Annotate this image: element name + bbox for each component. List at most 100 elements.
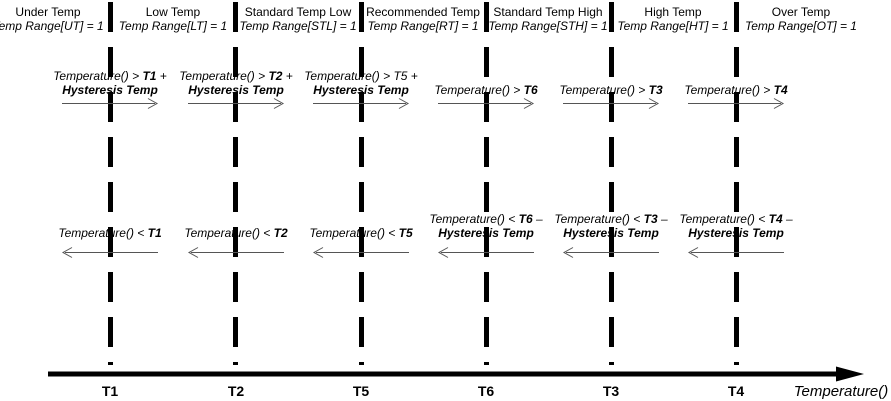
condition-prefix: Temperature() < [554, 212, 644, 226]
condition-text: Temperature() > T1 + [53, 69, 167, 84]
condition-suffix: – [782, 212, 793, 226]
hysteresis-text: Hysteresis Temp [438, 225, 534, 240]
hysteresis-text: Hysteresis Temp [688, 225, 784, 240]
left-arrow-icon [687, 247, 784, 258]
condition-suffix: – [657, 212, 668, 226]
down-transition-label-t4: Temperature() < T4 – Hysteresis Temp [661, 208, 811, 240]
condition-text: Temperature() < T1 [58, 225, 162, 241]
hysteresis-text: Hysteresis Temp [563, 225, 659, 240]
region-header-standard-temp-low: Standard Temp Low Temp Range[STL] = 1 [236, 5, 360, 33]
left-arrow-icon [437, 247, 534, 258]
region-flag: Temp Range[STL] = 1 [239, 19, 357, 33]
condition-prefix: Temperature() < [184, 225, 274, 240]
region-header-under-temp: Under Temp Temp Range[UT] = 1 [0, 5, 110, 33]
condition-text: Temperature() > T2 + [179, 69, 293, 84]
axis-tick-t2: T2 [227, 383, 245, 399]
condition-text: Temperature() < T4 – [679, 212, 793, 227]
threshold-dashed-line-t2 [233, 2, 238, 365]
condition-prefix: Temperature() > [684, 82, 774, 97]
condition-prefix: Temperature() < [679, 212, 769, 226]
region-name: Under Temp [15, 5, 81, 19]
condition-prefix: Temperature() > [53, 69, 143, 83]
region-name: Low Temp [145, 5, 201, 19]
down-transition-label-t3: Temperature() < T3 – Hysteresis Temp [536, 208, 686, 240]
right-arrow-icon [188, 98, 285, 109]
region-name: Standard Temp High [493, 5, 603, 19]
right-arrow-icon [62, 98, 159, 109]
condition-text: Temperature() < T5 [309, 225, 413, 241]
threshold-text: T3 [648, 82, 663, 97]
region-flag: Temp Range[OT] = 1 [745, 19, 857, 33]
condition-prefix: Temperature() > [304, 69, 394, 83]
threshold-text: T1 [147, 225, 162, 240]
condition-prefix: Temperature() > [559, 82, 649, 97]
threshold-text: T3 [643, 212, 658, 226]
threshold-text: T2 [273, 225, 288, 240]
up-transition-label-t4: Temperature() > T4 [661, 66, 811, 97]
left-arrow-icon [562, 247, 659, 258]
condition-suffix: – [532, 212, 543, 226]
up-transition-label-t3: Temperature() > T3 [536, 66, 686, 97]
axis-arrowhead-icon [836, 366, 864, 382]
region-name: Recommended Temp [366, 5, 480, 19]
up-transition-label-t5: Temperature() > T5 + Hysteresis Temp [286, 66, 436, 97]
region-flag: Temp Range[STH] = 1 [488, 19, 608, 33]
condition-text: Temperature() < T3 – [554, 212, 668, 227]
condition-suffix: + [156, 69, 167, 83]
region-header-recommended-temp: Recommended Temp Temp Range[RT] = 1 [361, 5, 485, 33]
down-transition-label-t5: Temperature() < T5 [286, 208, 436, 240]
left-arrow-icon [61, 247, 158, 258]
condition-text: Temperature() > T4 [684, 82, 788, 98]
threshold-dashed-line-t5 [359, 2, 364, 365]
hysteresis-text: Hysteresis Temp [188, 82, 284, 97]
up-transition-label-t1: Temperature() > T1 + Hysteresis Temp [35, 66, 185, 97]
region-flag: Temp Range[HT] = 1 [617, 19, 729, 33]
axis-label: Temperature() [793, 383, 889, 400]
right-arrow-icon [563, 98, 660, 109]
threshold-text: T6 [518, 212, 533, 226]
region-header-standard-temp-high: Standard Temp High Temp Range[STH] = 1 [486, 5, 610, 33]
up-transition-label-t2: Temperature() > T2 + Hysteresis Temp [161, 66, 311, 97]
region-header-high-temp: High Temp Temp Range[HT] = 1 [611, 5, 735, 33]
threshold-text: T6 [523, 82, 538, 97]
threshold-text: T5 [393, 69, 408, 83]
region-flag: Temp Range[RT] = 1 [367, 19, 479, 33]
condition-suffix: + [282, 69, 293, 83]
region-flag: Temp Range[LT] = 1 [118, 19, 228, 33]
left-arrow-icon [187, 247, 284, 258]
condition-text: Temperature() > T3 [559, 82, 663, 98]
condition-prefix: Temperature() > [434, 82, 524, 97]
region-header-over-temp: Over Temp Temp Range[OT] = 1 [739, 5, 863, 33]
threshold-dashed-line-t3 [609, 2, 614, 365]
up-transition-label-t6: Temperature() > T6 [411, 66, 561, 97]
down-transition-label-t6: Temperature() < T6 – Hysteresis Temp [411, 208, 561, 240]
threshold-dashed-line-t4 [734, 2, 739, 365]
condition-prefix: Temperature() < [309, 225, 399, 240]
region-flag: Temp Range[UT] = 1 [0, 19, 104, 33]
condition-text: Temperature() < T2 [184, 225, 288, 241]
threshold-text: T5 [398, 225, 413, 240]
temperature-axis [48, 366, 864, 382]
axis-tick-t4: T4 [727, 383, 745, 399]
right-arrow-icon [438, 98, 535, 109]
down-transition-label-t1: Temperature() < T1 [35, 208, 185, 240]
threshold-dashed-line-t6 [484, 2, 489, 365]
threshold-text: T4 [773, 82, 788, 97]
left-arrow-icon [312, 247, 409, 258]
threshold-text: T4 [768, 212, 783, 226]
hysteresis-text: Hysteresis Temp [62, 82, 158, 97]
region-name: Standard Temp Low [244, 5, 352, 19]
threshold-dashed-line-t1 [108, 2, 113, 365]
axis-tick-t3: T3 [602, 383, 620, 399]
region-name: High Temp [644, 5, 702, 19]
hysteresis-text: Hysteresis Temp [313, 82, 409, 97]
condition-suffix: + [407, 69, 418, 83]
condition-prefix: Temperature() < [58, 225, 148, 240]
down-transition-label-t2: Temperature() < T2 [161, 208, 311, 240]
region-header-low-temp: Low Temp Temp Range[LT] = 1 [111, 5, 235, 33]
condition-text: Temperature() < T6 – [429, 212, 543, 227]
threshold-text: T1 [142, 69, 157, 83]
condition-text: Temperature() > T5 + [304, 69, 418, 84]
right-arrow-icon [688, 98, 785, 109]
